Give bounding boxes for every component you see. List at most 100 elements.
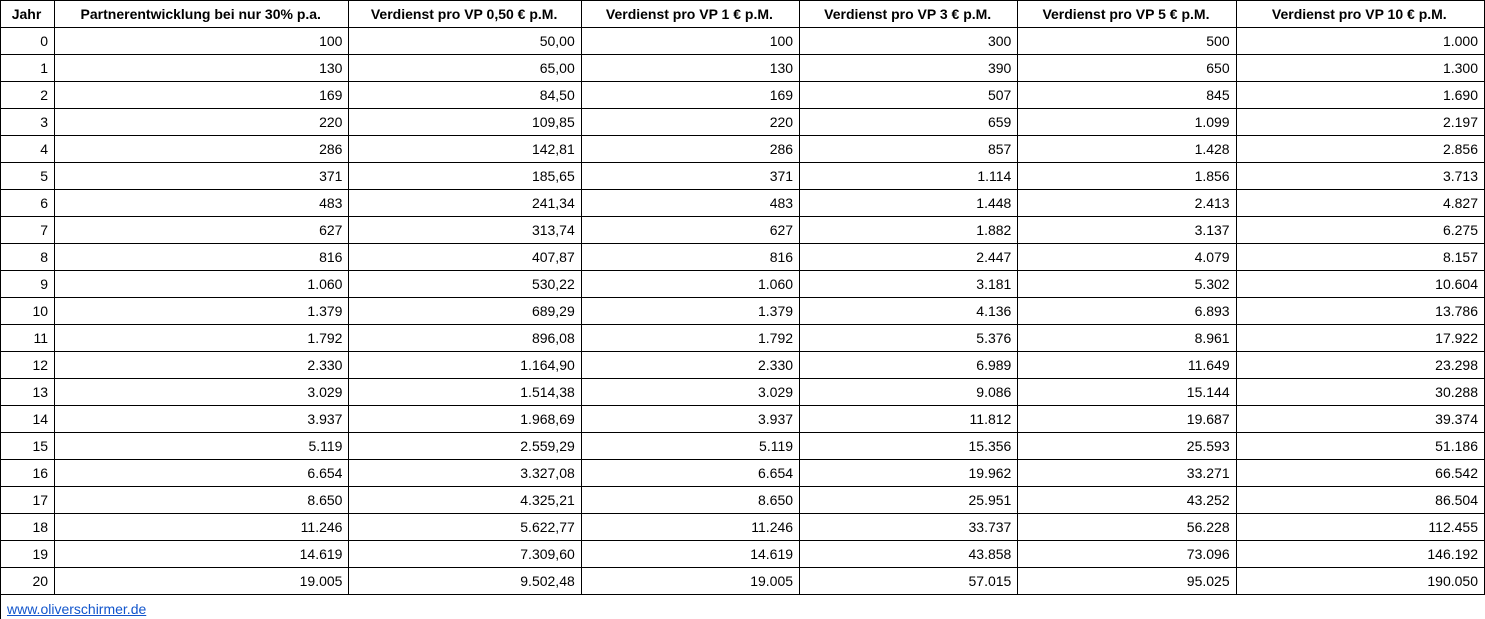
table-cell: 10 [1, 298, 55, 325]
table-row: 178.6504.325,218.65025.95143.25286.504 [1, 487, 1485, 514]
table-cell: 10.604 [1236, 271, 1484, 298]
table-cell: 100 [55, 28, 349, 55]
table-cell: 100 [581, 28, 799, 55]
table-row: 133.0291.514,383.0299.08615.14430.288 [1, 379, 1485, 406]
table-cell: 816 [581, 244, 799, 271]
table-cell: 14.619 [55, 541, 349, 568]
table-cell: 2.330 [581, 352, 799, 379]
table-cell: 857 [800, 136, 1018, 163]
table-cell: 50,00 [349, 28, 581, 55]
table-cell: 1.164,90 [349, 352, 581, 379]
table-cell: 1.000 [1236, 28, 1484, 55]
table-cell: 130 [581, 55, 799, 82]
table-cell: 627 [55, 217, 349, 244]
table-cell: 6.893 [1018, 298, 1236, 325]
table-cell: 1.379 [55, 298, 349, 325]
table-cell: 19.005 [581, 568, 799, 595]
table-cell: 11.812 [800, 406, 1018, 433]
table-row: 216984,501695078451.690 [1, 82, 1485, 109]
table-cell: 11 [1, 325, 55, 352]
table-cell: 5.376 [800, 325, 1018, 352]
table-cell: 241,34 [349, 190, 581, 217]
table-cell: 2.330 [55, 352, 349, 379]
table-cell: 6.989 [800, 352, 1018, 379]
table-cell: 11.246 [581, 514, 799, 541]
table-cell: 896,08 [349, 325, 581, 352]
table-cell: 500 [1018, 28, 1236, 55]
table-cell: 12 [1, 352, 55, 379]
table-cell: 1.968,69 [349, 406, 581, 433]
table-cell: 9.086 [800, 379, 1018, 406]
table-cell: 300 [800, 28, 1018, 55]
table-cell: 19.005 [55, 568, 349, 595]
table-cell: 16 [1, 460, 55, 487]
table-row: 101.379689,291.3794.1366.89313.786 [1, 298, 1485, 325]
table-cell: 5.302 [1018, 271, 1236, 298]
table-cell: 146.192 [1236, 541, 1484, 568]
table-cell: 390 [800, 55, 1018, 82]
table-cell: 18 [1, 514, 55, 541]
table-cell: 169 [55, 82, 349, 109]
table-cell: 6.654 [581, 460, 799, 487]
table-cell: 84,50 [349, 82, 581, 109]
table-cell: 1.428 [1018, 136, 1236, 163]
table-row: 155.1192.559,295.11915.35625.59351.186 [1, 433, 1485, 460]
table-cell: 650 [1018, 55, 1236, 82]
table-cell: 6.275 [1236, 217, 1484, 244]
table-cell: 5.119 [581, 433, 799, 460]
table-row: 8816407,878162.4474.0798.157 [1, 244, 1485, 271]
table-cell: 1.792 [55, 325, 349, 352]
table-row: 143.9371.968,693.93711.81219.68739.374 [1, 406, 1485, 433]
table-row: 5371185,653711.1141.8563.713 [1, 163, 1485, 190]
table-cell: 3.029 [55, 379, 349, 406]
table-cell: 3.937 [55, 406, 349, 433]
table-cell: 2.856 [1236, 136, 1484, 163]
table-cell: 2.559,29 [349, 433, 581, 460]
table-cell: 1.690 [1236, 82, 1484, 109]
col-header-vp050: Verdienst pro VP 0,50 € p.M. [349, 1, 581, 28]
table-cell: 9 [1, 271, 55, 298]
table-cell: 1.792 [581, 325, 799, 352]
footer-link[interactable]: www.oliverschirmer.de [7, 601, 146, 617]
table-cell: 507 [800, 82, 1018, 109]
table-cell: 659 [800, 109, 1018, 136]
table-cell: 13 [1, 379, 55, 406]
table-cell: 142,81 [349, 136, 581, 163]
table-cell: 19.962 [800, 460, 1018, 487]
table-cell: 11.649 [1018, 352, 1236, 379]
table-cell: 43.858 [800, 541, 1018, 568]
table-body: 010050,001003005001.000113065,0013039065… [1, 28, 1485, 595]
table-cell: 1.448 [800, 190, 1018, 217]
table-cell: 65,00 [349, 55, 581, 82]
table-row: 1914.6197.309,6014.61943.85873.096146.19… [1, 541, 1485, 568]
table-cell: 3 [1, 109, 55, 136]
table-cell: 1.856 [1018, 163, 1236, 190]
table-cell: 1.300 [1236, 55, 1484, 82]
table-cell: 4.827 [1236, 190, 1484, 217]
table-cell: 43.252 [1018, 487, 1236, 514]
table-cell: 20 [1, 568, 55, 595]
table-cell: 5.119 [55, 433, 349, 460]
table-cell: 4.079 [1018, 244, 1236, 271]
table-cell: 371 [55, 163, 349, 190]
table-cell: 95.025 [1018, 568, 1236, 595]
table-cell: 169 [581, 82, 799, 109]
table-cell: 3.181 [800, 271, 1018, 298]
table-row: 166.6543.327,086.65419.96233.27166.542 [1, 460, 1485, 487]
table-cell: 1.379 [581, 298, 799, 325]
table-cell: 4.136 [800, 298, 1018, 325]
table-cell: 1.060 [581, 271, 799, 298]
table-row: 4286142,812868571.4282.856 [1, 136, 1485, 163]
table-cell: 4 [1, 136, 55, 163]
table-cell: 286 [581, 136, 799, 163]
table-cell: 6 [1, 190, 55, 217]
table-cell: 8.650 [55, 487, 349, 514]
footer-link-row: www.oliverschirmer.de [1, 595, 1485, 619]
table-cell: 11.246 [55, 514, 349, 541]
table-cell: 220 [55, 109, 349, 136]
table-cell: 19 [1, 541, 55, 568]
table-cell: 1 [1, 55, 55, 82]
table-cell: 8 [1, 244, 55, 271]
table-cell: 14 [1, 406, 55, 433]
table-cell: 2.197 [1236, 109, 1484, 136]
